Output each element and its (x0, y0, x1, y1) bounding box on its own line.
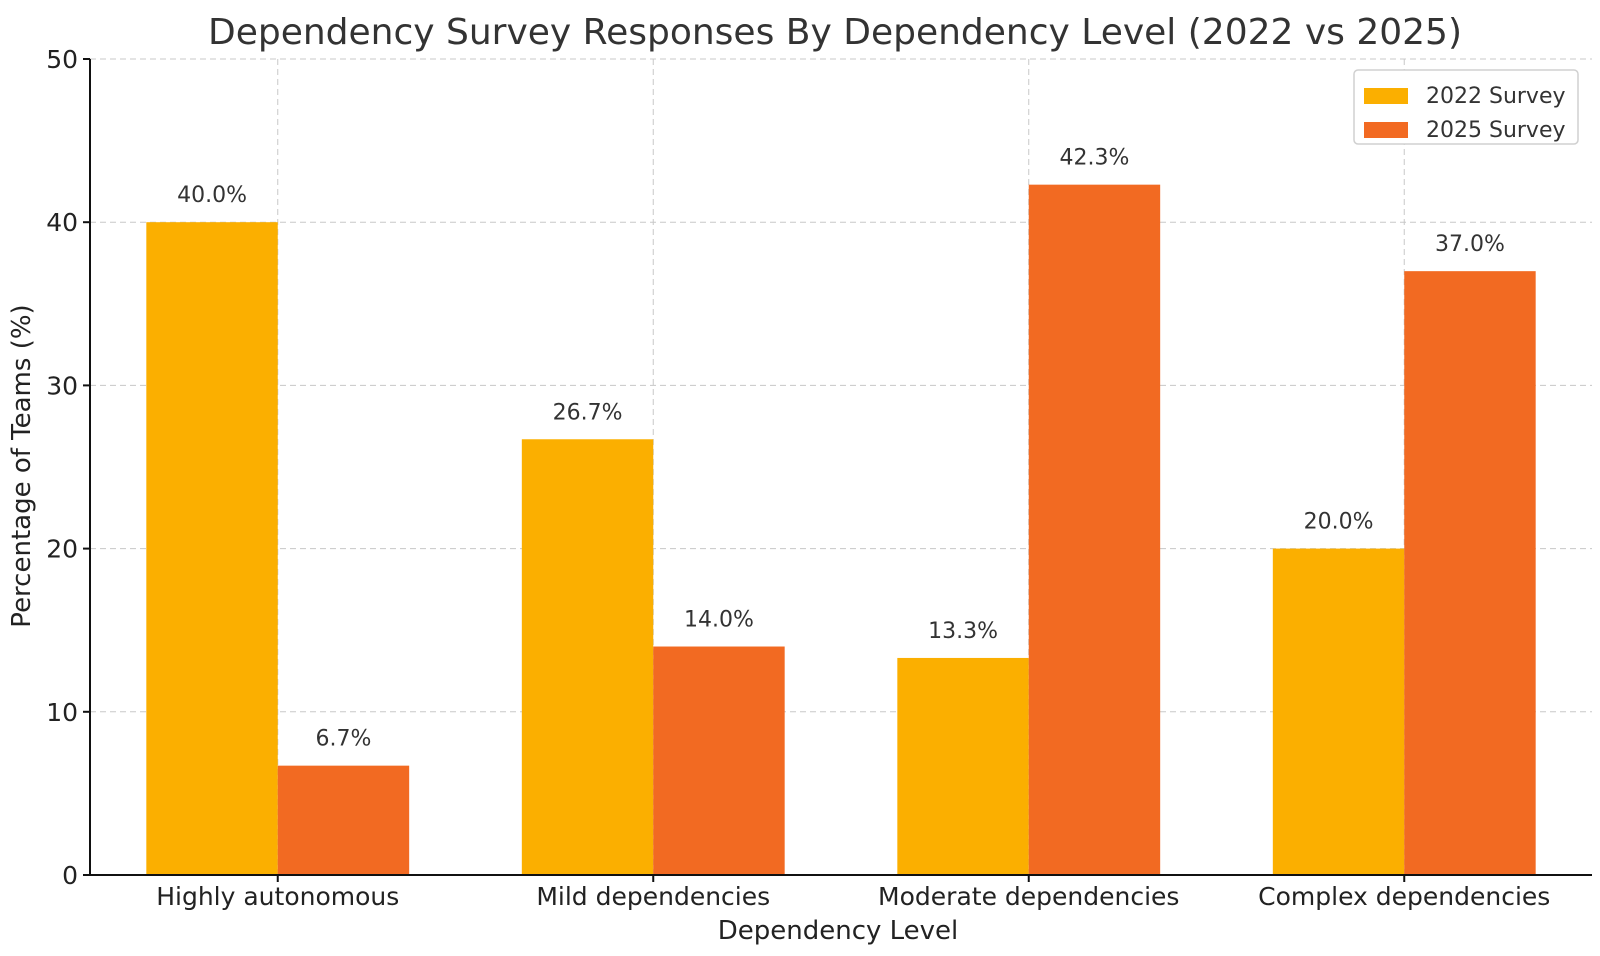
x-tick-label: Moderate dependencies (878, 882, 1179, 911)
y-axis-title: Percentage of Teams (%) (7, 304, 37, 627)
bar-value-label: 20.0% (1304, 510, 1374, 535)
x-tick-label: Highly autonomous (156, 882, 399, 911)
bar-2025-3 (1404, 271, 1536, 875)
bar-2022-1 (521, 439, 654, 875)
legend-swatch (1364, 122, 1408, 138)
bar-2025-0 (277, 765, 410, 875)
y-tick-label: 30 (46, 371, 78, 400)
legend: 2022 Survey 2025 Survey (1353, 69, 1579, 145)
bar-value-label: 42.3% (1060, 146, 1130, 171)
legend-swatch (1364, 88, 1408, 104)
bar-2022-3 (1272, 548, 1405, 875)
bar-2025-1 (653, 646, 785, 875)
y-tick-label: 10 (46, 698, 78, 727)
bar-value-label: 40.0% (177, 183, 247, 208)
chart-title: Dependency Survey Responses By Dependenc… (208, 12, 1462, 53)
x-tick-label: Mild dependencies (536, 882, 770, 911)
axes: 0 10 20 30 40 50 Highly autonomous Mild depende… (46, 45, 1592, 911)
x-tick-label: Complex dependencies (1258, 882, 1550, 911)
y-tick-label: 50 (46, 45, 78, 74)
legend-box (1353, 69, 1579, 145)
bar-value-label: 14.0% (684, 608, 754, 633)
bar-2022-2 (897, 657, 1029, 875)
bar-value-label: 6.7% (316, 727, 372, 752)
bar-2025-2 (1028, 184, 1161, 875)
bar-value-label: 13.3% (928, 619, 998, 644)
bar-2022-0 (146, 222, 278, 875)
legend-label: 2022 Survey (1426, 84, 1566, 109)
legend-label: 2025 Survey (1426, 118, 1566, 143)
bar-value-label: 37.0% (1435, 232, 1505, 257)
y-tick-label: 40 (46, 208, 78, 237)
x-axis-title: Dependency Level (718, 916, 959, 946)
y-tick-label: 20 (46, 535, 78, 564)
data-labels: 40.0% 6.7% 26.7% 14.0% 13.3% 42.3% 20.0% 37.0% (177, 146, 1505, 752)
bar-value-label: 26.7% (553, 400, 623, 425)
y-tick-label: 0 (62, 861, 78, 890)
bars (146, 184, 1536, 875)
